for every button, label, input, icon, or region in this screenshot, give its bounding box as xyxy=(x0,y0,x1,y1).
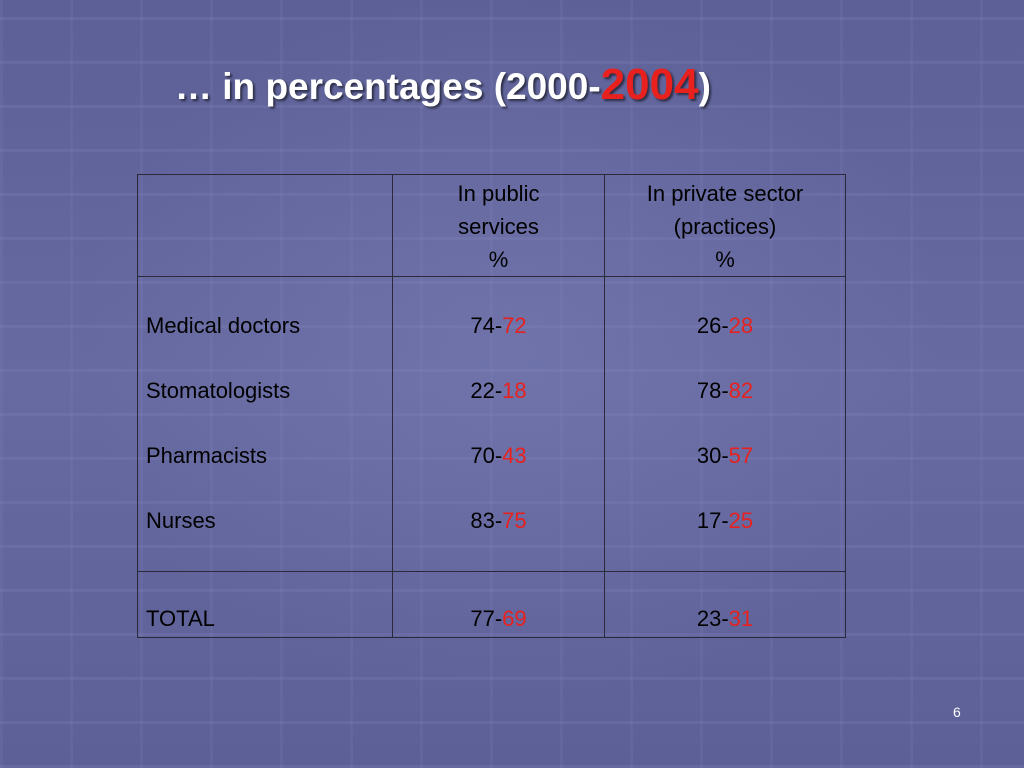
table-header-row: In public services % In private sector (… xyxy=(137,174,846,277)
row-label-stomatologists: Stomatologists xyxy=(146,378,291,403)
public-value-nurses: 83-75 xyxy=(470,508,527,533)
public-values-cell: 74-72 22-18 70-43 83-75 xyxy=(392,276,605,572)
header-public-line3: % xyxy=(488,247,509,272)
private-value-pharmacists: 30-57 xyxy=(696,443,754,468)
header-public-services: In public services % xyxy=(392,174,605,277)
header-private-line3: % xyxy=(715,247,735,272)
total-public-cell: 77-69 xyxy=(392,571,605,638)
private-value-nurses: 17-25 xyxy=(696,508,754,533)
row-label-medical-doctors: Medical doctors xyxy=(146,313,301,338)
header-public-line2: services xyxy=(458,214,539,239)
row-label-pharmacists: Pharmacists xyxy=(146,443,268,468)
total-label-cell: TOTAL xyxy=(137,571,393,638)
title-prefix: … in percentages (2000- xyxy=(175,66,601,107)
table-total-row: TOTAL 77-69 23-31 xyxy=(137,571,846,638)
header-public-line1: In public xyxy=(457,181,540,206)
total-label: TOTAL xyxy=(146,606,215,631)
public-value-pharmacists: 70-43 xyxy=(470,443,527,468)
header-private-line2: (practices) xyxy=(673,214,777,239)
row-labels-cell: Medical doctors Stomatologists Pharmacis… xyxy=(137,276,393,572)
header-private-sector: In private sector (practices) % xyxy=(604,174,846,277)
total-private-cell: 23-31 xyxy=(604,571,846,638)
private-values-cell: 26-28 78-82 30-57 17-25 xyxy=(604,276,846,572)
header-private-line1: In private sector xyxy=(646,181,804,206)
slide-title: … in percentages (2000-2004) xyxy=(175,60,955,130)
total-private-value: 23-31 xyxy=(696,606,754,631)
title-suffix: ) xyxy=(698,66,711,107)
total-public-value: 77-69 xyxy=(470,606,527,631)
title-year-red: 2004 xyxy=(600,60,699,109)
header-empty-cell xyxy=(137,174,393,277)
table-body-row: Medical doctors Stomatologists Pharmacis… xyxy=(137,276,846,572)
page-number: 6 xyxy=(953,704,961,720)
private-value-stomatologists: 78-82 xyxy=(696,378,754,403)
percentages-table: In public services % In private sector (… xyxy=(137,174,846,638)
public-value-stomatologists: 22-18 xyxy=(470,378,527,403)
private-value-medical-doctors: 26-28 xyxy=(696,313,754,338)
row-label-nurses: Nurses xyxy=(146,508,216,533)
public-value-medical-doctors: 74-72 xyxy=(470,313,527,338)
